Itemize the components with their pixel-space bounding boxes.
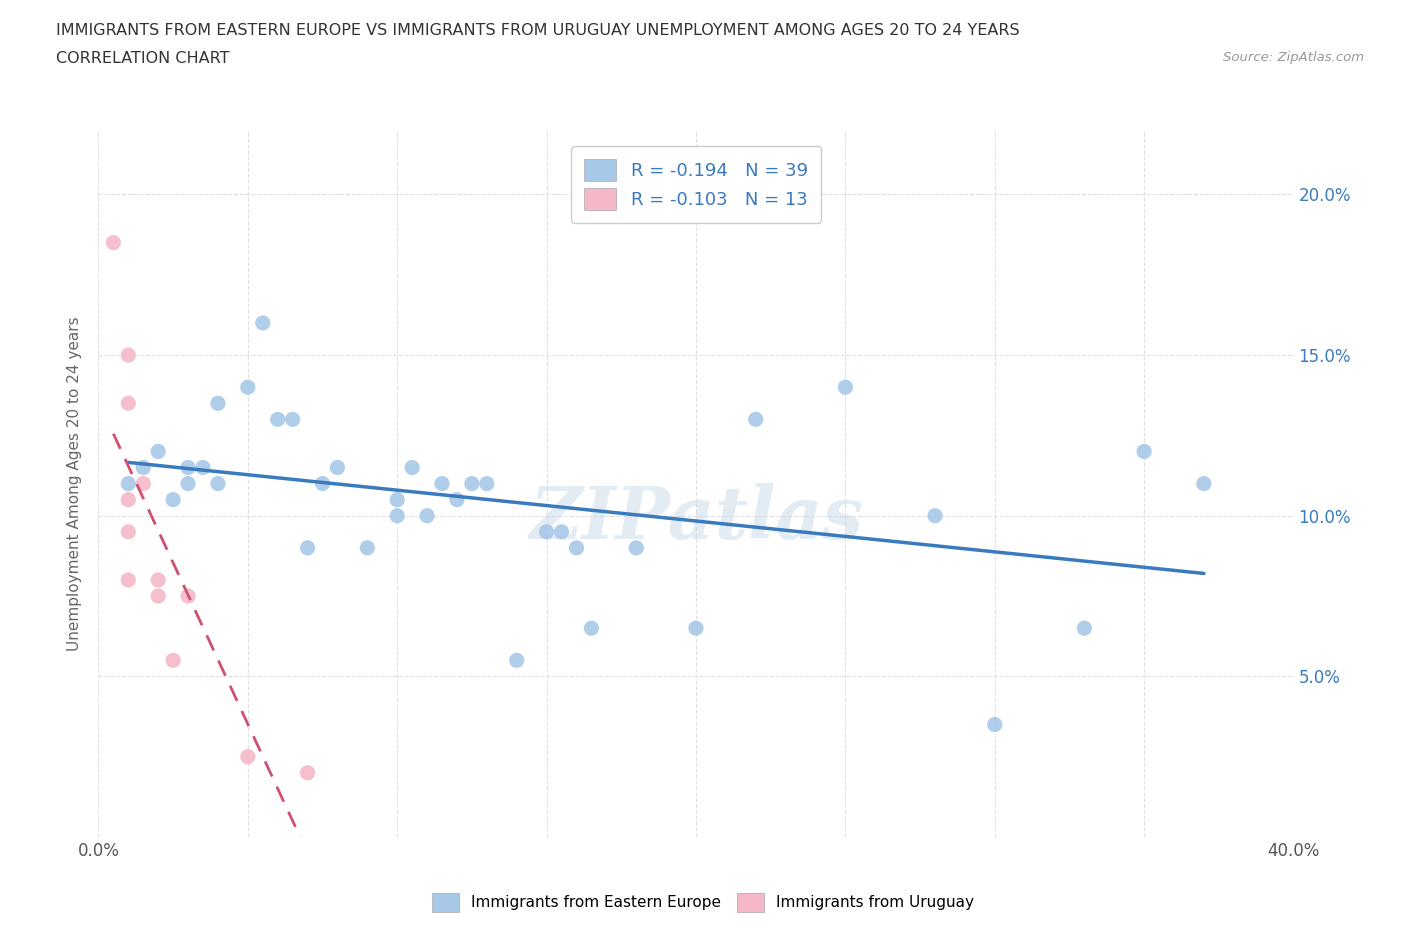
Point (401, 460, 423, 475)
Point (984, 717, 1007, 732)
Point (685, 620, 707, 635)
Text: Source: ZipAtlas.com: Source: ZipAtlas.com (1223, 51, 1364, 64)
Point (267, 412, 290, 427)
Point (236, 379, 259, 394)
Point (1133, 444, 1156, 458)
Point (834, 379, 856, 394)
Point (536, 525, 558, 539)
Point (745, 412, 768, 427)
Text: ZIPatlas: ZIPatlas (529, 484, 863, 554)
Point (191, 460, 214, 475)
Point (117, 573, 139, 588)
Point (252, 315, 274, 330)
Point (446, 492, 468, 507)
Point (132, 476, 155, 491)
Point (207, 396, 229, 411)
Point (550, 525, 572, 539)
Point (385, 492, 409, 507)
Text: CORRELATION CHART: CORRELATION CHART (56, 51, 229, 66)
Point (475, 476, 498, 491)
Point (177, 476, 200, 491)
Point (581, 620, 603, 635)
Point (148, 589, 170, 604)
Point (132, 460, 155, 475)
Legend: Immigrants from Eastern Europe, Immigrants from Uruguay: Immigrants from Eastern Europe, Immigran… (426, 887, 980, 918)
Point (117, 492, 139, 507)
Point (117, 396, 139, 411)
Point (356, 540, 378, 555)
Text: IMMIGRANTS FROM EASTERN EUROPE VS IMMIGRANTS FROM URUGUAY UNEMPLOYMENT AMONG AGE: IMMIGRANTS FROM EASTERN EUROPE VS IMMIGR… (56, 23, 1019, 38)
Point (311, 476, 333, 491)
Point (297, 765, 319, 780)
Point (461, 476, 484, 491)
Point (924, 509, 946, 524)
Legend: R = -0.194   N = 39, R = -0.103   N = 13: R = -0.194 N = 39, R = -0.103 N = 13 (571, 146, 821, 223)
Point (626, 540, 648, 555)
Point (281, 412, 304, 427)
Point (148, 573, 170, 588)
Point (177, 460, 200, 475)
Point (385, 509, 409, 524)
Point (565, 540, 588, 555)
Point (117, 476, 139, 491)
Point (162, 492, 184, 507)
Point (117, 348, 139, 363)
Point (177, 589, 200, 604)
Point (326, 460, 349, 475)
Point (416, 509, 439, 524)
Point (1073, 620, 1095, 635)
Point (162, 653, 184, 668)
Point (207, 476, 229, 491)
Point (506, 653, 529, 668)
Point (117, 525, 139, 539)
Point (430, 476, 453, 491)
Point (1192, 476, 1215, 491)
Point (297, 540, 319, 555)
Y-axis label: Unemployment Among Ages 20 to 24 years: Unemployment Among Ages 20 to 24 years (67, 316, 83, 651)
Point (236, 750, 259, 764)
Point (103, 235, 125, 250)
Point (148, 444, 170, 458)
